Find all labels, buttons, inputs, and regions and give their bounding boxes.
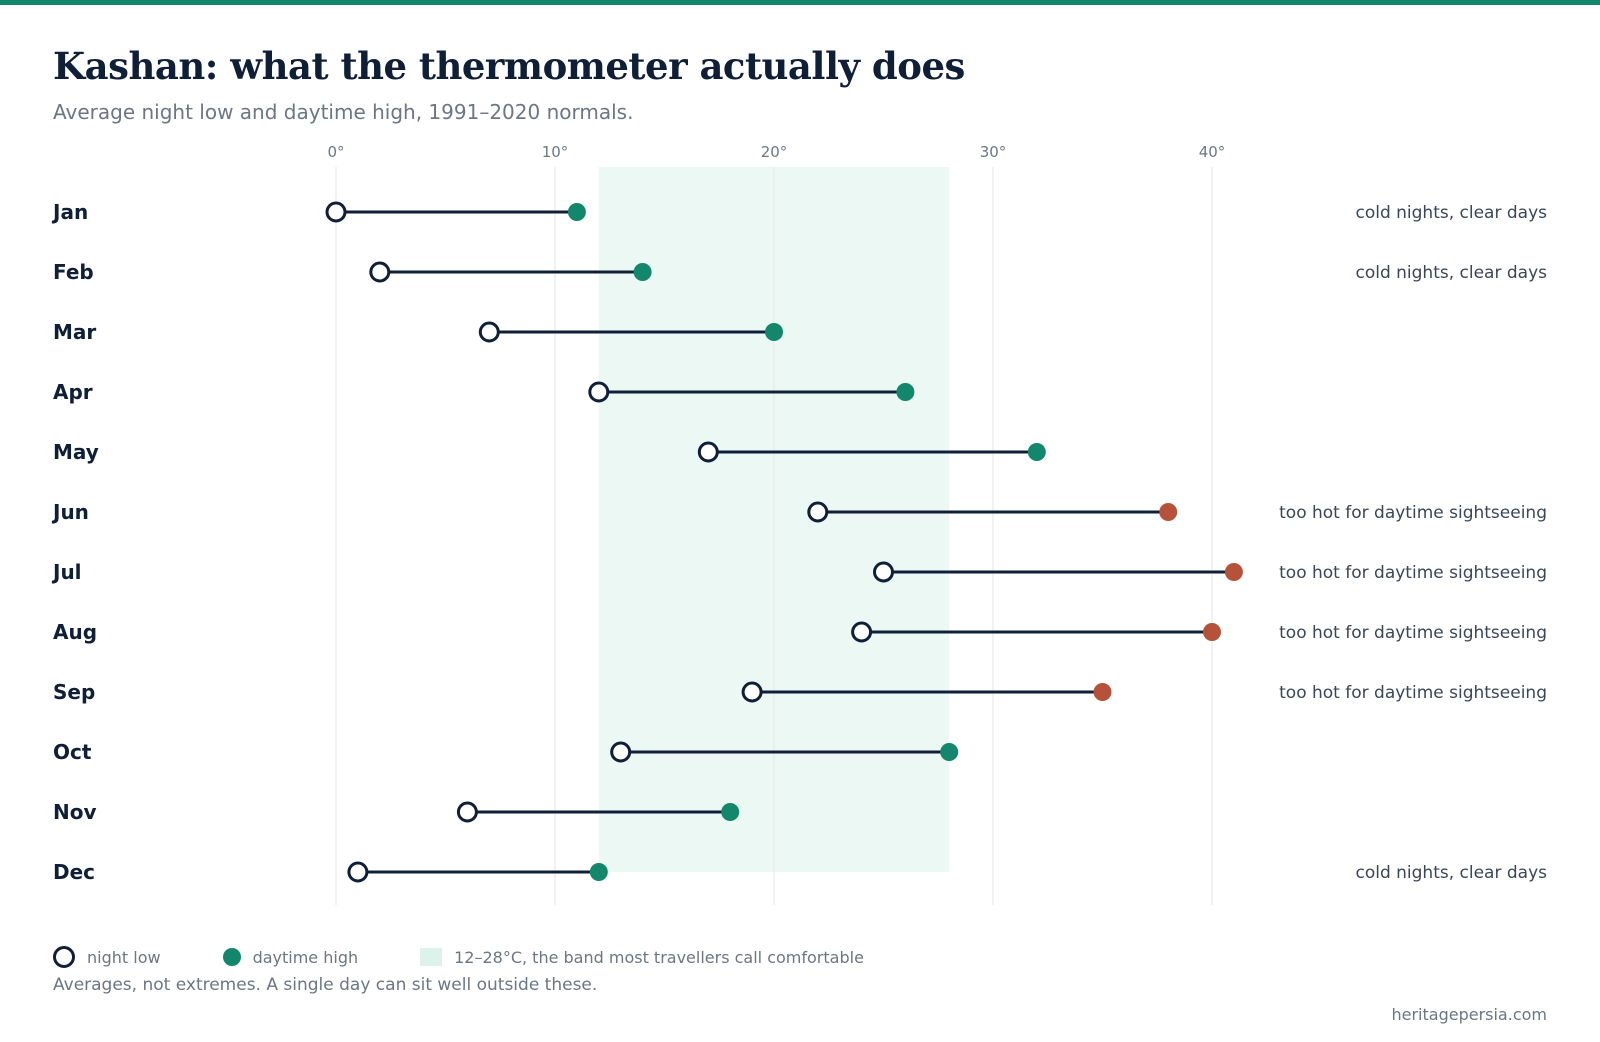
legend-item-daytime-high: daytime high: [222, 947, 359, 967]
low-point-mar: [478, 321, 500, 343]
month-label-oct: Oct: [53, 740, 92, 764]
low-point-jun: [807, 501, 829, 523]
low-point-dec: [347, 861, 369, 883]
high-point-mar: [765, 323, 783, 341]
source-credit: heritagepersia.com: [1391, 1005, 1547, 1024]
row-note-dec: cold nights, clear days: [1355, 863, 1547, 883]
high-point-jan: [567, 203, 586, 221]
high-point-sep: [1093, 683, 1112, 701]
high-point-aug: [1203, 623, 1221, 641]
low-point-sep: [741, 681, 763, 703]
low-point-oct: [610, 741, 632, 763]
low-point-aug: [851, 621, 873, 643]
daytime-high-swatch: [222, 948, 241, 966]
high-point-feb: [633, 263, 652, 281]
high-point-dec: [589, 863, 608, 881]
low-point-nov: [456, 801, 478, 823]
month-label-jun: Jun: [51, 500, 89, 524]
month-label-feb: Feb: [53, 260, 94, 284]
x-tick-label-40: 40°: [1199, 143, 1226, 161]
legend-label-comfort-band: 12–28°C, the band most travellers call c…: [454, 947, 864, 967]
month-label-nov: Nov: [53, 800, 97, 824]
month-label-aug: Aug: [53, 620, 97, 644]
low-point-apr: [588, 381, 610, 403]
month-label-dec: Dec: [53, 860, 95, 884]
row-note-sep: too hot for daytime sightseeing: [1279, 683, 1547, 703]
chart-title: Kashan: what the thermometer actually do…: [53, 44, 965, 88]
chart-subtitle: Average night low and daytime high, 1991…: [53, 100, 634, 124]
month-label-sep: Sep: [53, 680, 95, 704]
low-point-feb: [369, 261, 391, 283]
night-low-swatch: [53, 946, 75, 968]
high-point-nov: [721, 803, 740, 821]
row-note-jun: too hot for daytime sightseeing: [1279, 503, 1547, 523]
low-point-jul: [873, 561, 894, 583]
legend-label-night-low: night low: [87, 947, 161, 967]
low-point-may: [697, 441, 719, 463]
row-note-aug: too hot for daytime sightseeing: [1279, 623, 1547, 643]
row-note-jul: too hot for daytime sightseeing: [1279, 563, 1547, 583]
month-label-jan: Jan: [51, 200, 88, 224]
month-label-mar: Mar: [53, 320, 96, 344]
comfort-band-swatch: [420, 948, 443, 966]
top-accent-bar: [0, 0, 1600, 5]
month-label-jul: Jul: [51, 560, 82, 584]
high-point-may: [1027, 443, 1046, 461]
high-point-jun: [1159, 503, 1178, 521]
high-point-jul: [1224, 563, 1243, 581]
month-label-may: May: [53, 440, 99, 464]
legend-item-night-low: night low: [53, 946, 161, 968]
high-point-oct: [940, 743, 959, 761]
row-note-feb: cold nights, clear days: [1355, 263, 1547, 283]
x-tick-label-10: 10°: [542, 143, 569, 161]
x-tick-label-20: 20°: [761, 143, 788, 161]
footnote: Averages, not extremes. A single day can…: [53, 975, 598, 995]
chart-legend: night low daytime high 12–28°C, the band…: [53, 946, 864, 968]
legend-item-comfort-band: 12–28°C, the band most travellers call c…: [420, 948, 864, 967]
legend-label-daytime-high: daytime high: [252, 947, 359, 967]
row-note-jan: cold nights, clear days: [1355, 203, 1547, 223]
x-tick-label-30: 30°: [980, 143, 1007, 161]
low-point-jan: [325, 201, 347, 223]
high-point-apr: [896, 383, 915, 401]
month-label-apr: Apr: [53, 380, 93, 404]
dumbbell-chart: 0° 10° 20° 30° 40° Jan cold nights, clear day…: [51, 143, 1547, 905]
x-tick-label-0: 0°: [327, 143, 344, 161]
